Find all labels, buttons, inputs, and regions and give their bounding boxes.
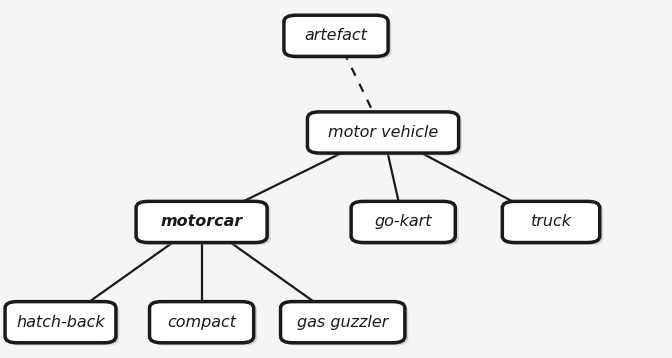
FancyBboxPatch shape bbox=[287, 18, 391, 59]
FancyBboxPatch shape bbox=[284, 304, 408, 345]
FancyBboxPatch shape bbox=[310, 115, 462, 155]
Text: truck: truck bbox=[530, 214, 572, 229]
FancyBboxPatch shape bbox=[149, 301, 253, 343]
Text: motor vehicle: motor vehicle bbox=[328, 125, 438, 140]
FancyBboxPatch shape bbox=[505, 204, 603, 245]
Text: gas guzzler: gas guzzler bbox=[297, 315, 388, 330]
FancyBboxPatch shape bbox=[284, 15, 388, 56]
FancyBboxPatch shape bbox=[502, 201, 599, 243]
FancyBboxPatch shape bbox=[307, 112, 458, 153]
FancyBboxPatch shape bbox=[136, 201, 267, 243]
Text: artefact: artefact bbox=[304, 28, 368, 43]
FancyBboxPatch shape bbox=[354, 204, 458, 245]
FancyBboxPatch shape bbox=[281, 301, 405, 343]
FancyBboxPatch shape bbox=[8, 304, 120, 345]
Text: go-kart: go-kart bbox=[374, 214, 432, 229]
FancyBboxPatch shape bbox=[351, 201, 455, 243]
Text: compact: compact bbox=[167, 315, 236, 330]
FancyBboxPatch shape bbox=[5, 301, 116, 343]
Text: motorcar: motorcar bbox=[161, 214, 243, 229]
Text: hatch-back: hatch-back bbox=[16, 315, 105, 330]
FancyBboxPatch shape bbox=[153, 304, 257, 345]
FancyBboxPatch shape bbox=[140, 204, 270, 245]
